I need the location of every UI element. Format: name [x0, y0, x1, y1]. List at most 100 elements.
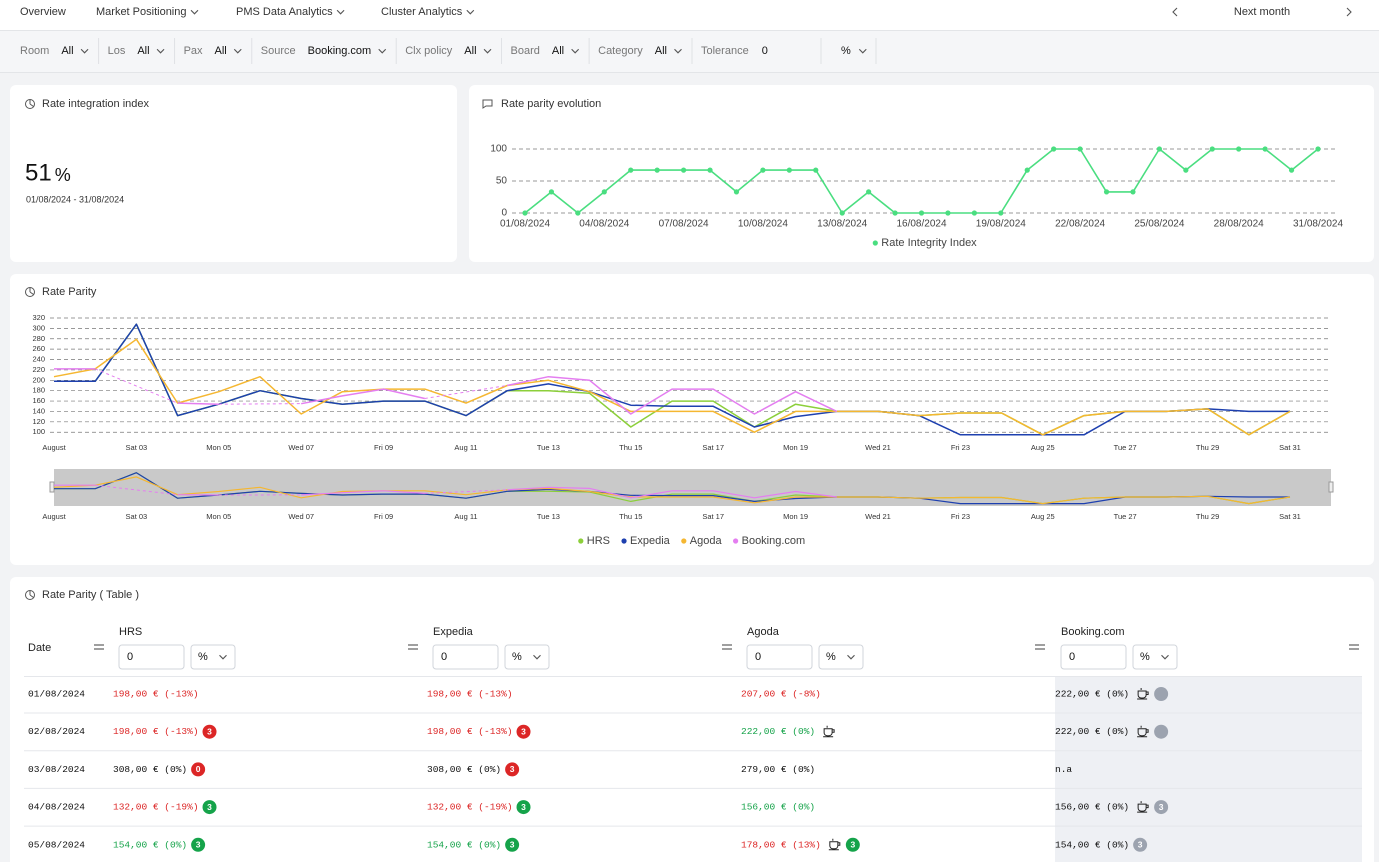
filter-value[interactable]: All — [137, 45, 149, 57]
filter-value[interactable]: All — [215, 45, 227, 57]
tolerance-unit[interactable]: % — [841, 45, 851, 57]
y-tick-label: 180 — [32, 386, 45, 395]
date-cell: 02/08/2024 — [28, 726, 85, 737]
y-tick-label: 260 — [32, 344, 45, 353]
x-tick-label: Tue 27 — [1114, 443, 1137, 452]
nav-item[interactable]: Cluster Analytics — [381, 6, 463, 18]
rate-cell: 222,00 € (0%) — [1055, 726, 1129, 737]
x-tick-label: Sat 03 — [126, 512, 148, 521]
card-title: Rate Parity ( Table ) — [42, 589, 139, 601]
kpi-unit: % — [55, 165, 71, 185]
filter-value[interactable]: All — [61, 45, 73, 57]
y-tick-label: 50 — [496, 176, 508, 187]
status-badge-count: 3 — [196, 840, 201, 850]
filter-bar — [0, 30, 1379, 73]
rate-cell: 154,00 € (0%) — [1055, 839, 1129, 850]
data-point — [1210, 146, 1215, 151]
zoom-handle[interactable] — [50, 482, 54, 492]
filter-value[interactable]: Booking.com — [308, 45, 372, 57]
status-badge — [1154, 687, 1168, 701]
y-tick-label: 140 — [32, 406, 45, 415]
rate-cell: 132,00 € (-19%) — [113, 802, 199, 813]
rate-cell: 132,00 € (-19%) — [427, 802, 513, 813]
tolerance-input[interactable]: 0 — [762, 45, 768, 57]
data-point — [1289, 168, 1294, 173]
y-tick-label: 300 — [32, 323, 45, 332]
rate-cell: 308,00 € (0%) — [427, 764, 501, 775]
status-badge — [1154, 725, 1168, 739]
legend-marker — [733, 538, 738, 543]
rate-cell: 222,00 € (0%) — [1055, 689, 1129, 700]
legend-label: Booking.com — [742, 535, 806, 547]
unit-select-value: % — [198, 651, 208, 663]
column-header: Booking.com — [1061, 626, 1125, 638]
data-point — [1130, 189, 1135, 194]
status-badge-count: 3 — [521, 726, 526, 736]
data-point — [628, 168, 633, 173]
x-tick-label: Mon 05 — [206, 512, 231, 521]
data-point — [813, 168, 818, 173]
rate-cell: n.a — [1055, 764, 1072, 775]
nav-item[interactable]: Overview — [20, 6, 66, 18]
y-tick-label: 320 — [32, 313, 45, 322]
legend-label: HRS — [587, 535, 610, 547]
legend-marker — [621, 538, 626, 543]
data-point — [945, 210, 950, 215]
data-point — [972, 210, 977, 215]
y-tick-label: 240 — [32, 355, 45, 364]
rate-cell: 156,00 € (0%) — [1055, 802, 1129, 813]
card-title: Rate Parity — [42, 286, 97, 298]
filter-value[interactable]: All — [464, 45, 476, 57]
x-tick-label: Wed 07 — [288, 443, 314, 452]
card-title: Rate parity evolution — [501, 98, 601, 110]
rate-cell: 198,00 € (-13%) — [113, 689, 199, 700]
y-tick-label: 220 — [32, 365, 45, 374]
kpi-card — [10, 85, 457, 262]
filter-label: Los — [108, 45, 126, 57]
x-tick-label: 19/08/2024 — [976, 219, 1026, 230]
x-tick-label: Fri 23 — [951, 512, 970, 521]
rate-cell: 198,00 € (-13%) — [427, 689, 513, 700]
x-tick-label: 22/08/2024 — [1055, 219, 1105, 230]
data-point — [1025, 168, 1030, 173]
x-tick-label: Aug 25 — [1031, 443, 1055, 452]
x-tick-label: 01/08/2024 — [500, 219, 550, 230]
filter-value[interactable]: All — [552, 45, 564, 57]
x-tick-label: Wed 21 — [865, 512, 891, 521]
period-selector[interactable]: Next month — [1234, 6, 1290, 18]
date-cell: 01/08/2024 — [28, 689, 85, 700]
y-tick-label: 100 — [32, 427, 45, 436]
y-tick-label: 280 — [32, 334, 45, 343]
status-badge-count: 0 — [196, 764, 201, 774]
x-tick-label: Aug 25 — [1031, 512, 1055, 521]
rate-cell: 156,00 € (0%) — [741, 802, 815, 813]
legend-marker — [681, 538, 686, 543]
filter-label: Source — [261, 45, 296, 57]
filter-input-value: 0 — [1069, 651, 1075, 663]
zoom-window — [54, 469, 1331, 506]
status-badge-count: 3 — [1159, 802, 1164, 812]
column-header: Expedia — [433, 626, 474, 638]
x-tick-label: Tue 13 — [537, 443, 560, 452]
filter-input-value: 0 — [755, 651, 761, 663]
legend-marker — [578, 538, 583, 543]
nav-item[interactable]: Market Positioning — [96, 6, 187, 18]
data-point — [1051, 146, 1056, 151]
status-badge-count: 3 — [850, 840, 855, 850]
filter-label: Board — [511, 45, 540, 57]
legend-label: Agoda — [690, 535, 723, 547]
data-point — [760, 168, 765, 173]
rate-cell: 198,00 € (-13%) — [113, 726, 199, 737]
nav-item[interactable]: PMS Data Analytics — [236, 6, 333, 18]
filter-label: Category — [598, 45, 643, 57]
filter-value[interactable]: All — [655, 45, 667, 57]
rate-cell: 308,00 € (0%) — [113, 764, 187, 775]
filter-label: Room — [20, 45, 49, 57]
zoom-handle[interactable] — [1329, 482, 1333, 492]
x-tick-label: Sat 31 — [1279, 512, 1301, 521]
data-point — [1104, 189, 1109, 194]
x-tick-label: 28/08/2024 — [1214, 219, 1264, 230]
status-badge-count: 3 — [510, 764, 515, 774]
top-nav — [0, 0, 1379, 30]
x-tick-label: 04/08/2024 — [579, 219, 629, 230]
